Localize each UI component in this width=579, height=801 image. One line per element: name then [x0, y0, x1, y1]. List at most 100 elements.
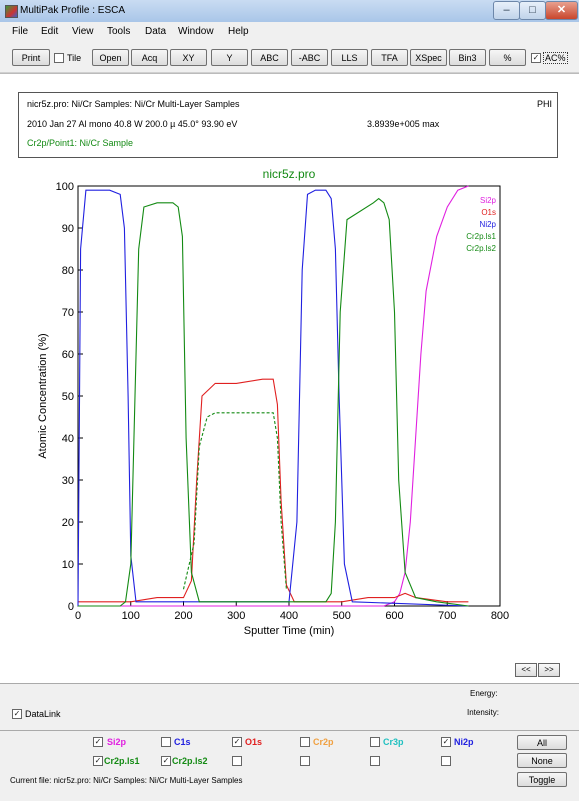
- y-tick-label: 50: [62, 391, 74, 403]
- cr2p-ls1-checkbox[interactable]: [93, 756, 103, 766]
- x-tick-label: 200: [174, 610, 192, 622]
- series-line-cr2p-ls1: [78, 197, 469, 607]
- series-line-ni2p: [77, 189, 469, 607]
- cr2p-ls1-label: Cr2p.ls1: [104, 756, 140, 766]
- cr2p-label: Cr2p: [313, 737, 334, 747]
- y-tick-label: 30: [62, 475, 74, 487]
- window-title: MultiPak Profile : ESCA: [20, 5, 126, 16]
- status-text: Current file: nicr5z.pro: Ni/Cr Samples:…: [10, 776, 243, 785]
- series-line-si2p: [78, 185, 469, 607]
- energy-label: Energy:: [470, 689, 498, 698]
- open-button[interactable]: Open: [92, 49, 129, 66]
- tile-checkbox[interactable]: [54, 53, 64, 63]
- abc-button[interactable]: ABC: [251, 49, 288, 66]
- y-tick-label: 0: [68, 601, 74, 613]
- menu-data[interactable]: Data: [145, 26, 167, 37]
- legend-cr2p-ls2: Cr2p.ls2: [466, 244, 496, 253]
- info-box: nicr5z.pro: Ni/Cr Samples: Ni/Cr Multi-L…: [18, 92, 558, 158]
- none-button[interactable]: None: [517, 753, 567, 768]
- prev-button[interactable]: <<: [515, 663, 537, 677]
- toolbar: Print Tile Open Acq XY Y ABC -ABC LLS TF…: [0, 42, 579, 73]
- xspec-button[interactable]: XSpec: [410, 49, 447, 66]
- ac-percent-label: AC%: [543, 52, 568, 64]
- si2p-checkbox[interactable]: [93, 737, 103, 747]
- y-axis-label: Atomic Concentration (%): [37, 333, 49, 458]
- percent-button[interactable]: %: [489, 49, 526, 66]
- chart-title: nicr5z.pro: [263, 167, 316, 181]
- cr3p-checkbox[interactable]: [370, 737, 380, 747]
- region-label: Cr2p/Point1: Ni/Cr Sample: [27, 138, 134, 148]
- acq-button[interactable]: Acq: [131, 49, 168, 66]
- close-icon[interactable]: ✕: [545, 1, 578, 20]
- intensity-label: Intensity:: [467, 708, 500, 717]
- x-tick-label: 800: [491, 610, 509, 622]
- bin3-button[interactable]: Bin3: [449, 49, 486, 66]
- maximize-icon[interactable]: □: [519, 1, 546, 20]
- x-tick-label: 700: [438, 610, 456, 622]
- y-tick-label: 70: [62, 307, 74, 319]
- legend-cr2p-ls1: Cr2p.ls1: [466, 232, 496, 241]
- c1s-label: C1s: [174, 737, 191, 747]
- toggle-button[interactable]: Toggle: [517, 772, 567, 787]
- menu-tools[interactable]: Tools: [107, 26, 131, 37]
- next-button[interactable]: >>: [538, 663, 560, 677]
- datalink-checkbox[interactable]: [12, 709, 22, 719]
- acquisition-params: 2010 Jan 27 Al mono 40.8 W 200.0 µ 45.0°…: [27, 119, 238, 129]
- y-tick-label: 10: [62, 559, 74, 571]
- x-axis-label: Sputter Time (min): [244, 625, 334, 637]
- ni2p-label: Ni2p: [454, 737, 474, 747]
- minimize-icon[interactable]: –: [493, 1, 520, 20]
- neg-abc-button[interactable]: -ABC: [291, 49, 328, 66]
- depth-profile-chart[interactable]: nicr5z.pro 0 100 200 300 400 500 600 700 800 0 10 20…: [0, 160, 579, 650]
- app-icon: [5, 5, 18, 18]
- cr2p-ls2-checkbox[interactable]: [161, 756, 171, 766]
- x-tick-label: 600: [385, 610, 403, 622]
- menu-edit[interactable]: Edit: [41, 26, 59, 37]
- x-tick-label: 0: [75, 610, 81, 622]
- tile-label: Tile: [67, 53, 82, 63]
- menu-help[interactable]: Help: [228, 26, 249, 37]
- cr2p-ls2-label: Cr2p.ls2: [172, 756, 208, 766]
- menu-window[interactable]: Window: [178, 26, 214, 37]
- empty-checkbox-1[interactable]: [232, 756, 242, 766]
- x-tick-label: 100: [122, 610, 140, 622]
- max-intensity: 3.8939e+005 max: [367, 119, 440, 129]
- x-tick-label: 500: [333, 610, 351, 622]
- y-tick-label: 80: [62, 265, 74, 277]
- o1s-checkbox[interactable]: [232, 737, 242, 747]
- menu-bar: File Edit View Tools Data Window Help: [0, 22, 579, 42]
- title-bar: MultiPak Profile : ESCA – □ ✕: [0, 0, 579, 23]
- file-description: nicr5z.pro: Ni/Cr Samples: Ni/Cr Multi-L…: [27, 99, 240, 109]
- cr2p-checkbox[interactable]: [300, 737, 310, 747]
- series-line-o1s: [78, 378, 469, 603]
- lls-button[interactable]: LLS: [331, 49, 368, 66]
- empty-checkbox-2[interactable]: [300, 756, 310, 766]
- empty-checkbox-4[interactable]: [441, 756, 451, 766]
- x-tick-label: 300: [227, 610, 245, 622]
- y-button[interactable]: Y: [211, 49, 248, 66]
- legend-o1s: O1s: [481, 208, 496, 217]
- si2p-label: Si2p: [107, 737, 127, 747]
- menu-file[interactable]: File: [12, 26, 29, 37]
- series-line-cr2p-ls2: [182, 412, 287, 590]
- menu-view[interactable]: View: [72, 26, 94, 37]
- y-tick-label: 90: [62, 223, 74, 235]
- y-tick-label: 20: [62, 517, 74, 529]
- all-button[interactable]: All: [517, 735, 567, 750]
- datalink-panel: Energy: Intensity: DataLink: [0, 683, 579, 731]
- empty-checkbox-3[interactable]: [370, 756, 380, 766]
- print-button[interactable]: Print: [12, 49, 50, 66]
- vendor-label: PHI: [537, 99, 553, 109]
- tfa-button[interactable]: TFA: [371, 49, 408, 66]
- ac-percent-checkbox[interactable]: [531, 53, 541, 63]
- y-tick-label: 100: [56, 181, 74, 193]
- o1s-label: O1s: [245, 737, 263, 747]
- datalink-label: DataLink: [25, 709, 61, 719]
- c1s-checkbox[interactable]: [161, 737, 171, 747]
- xy-button[interactable]: XY: [170, 49, 207, 66]
- y-tick-label: 60: [62, 349, 74, 361]
- x-tick-label: 400: [280, 610, 298, 622]
- element-selector: Si2p C1s O1s Cr2p Cr3p Ni2p Cr2p.ls1 Cr2…: [0, 730, 579, 801]
- ni2p-checkbox[interactable]: [441, 737, 451, 747]
- y-tick-label: 40: [62, 433, 74, 445]
